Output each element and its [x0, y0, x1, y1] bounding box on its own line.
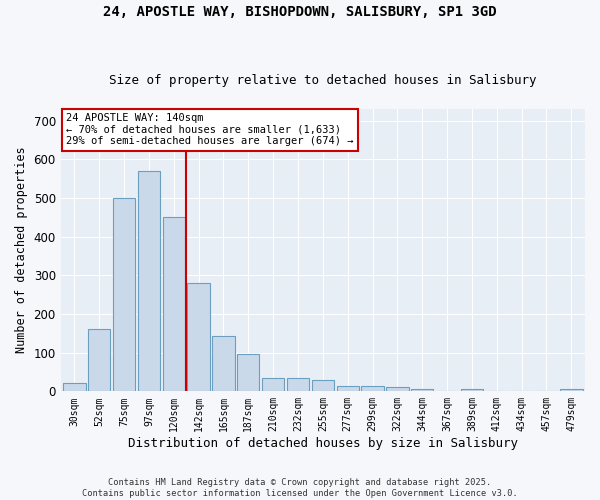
- X-axis label: Distribution of detached houses by size in Salisbury: Distribution of detached houses by size …: [128, 437, 518, 450]
- Bar: [63, 383, 86, 392]
- Y-axis label: Number of detached properties: Number of detached properties: [15, 147, 28, 354]
- Bar: [187, 283, 210, 392]
- Bar: [138, 171, 160, 392]
- Bar: [113, 198, 135, 392]
- Text: Contains HM Land Registry data © Crown copyright and database right 2025.
Contai: Contains HM Land Registry data © Crown c…: [82, 478, 518, 498]
- Bar: [386, 388, 409, 392]
- Bar: [88, 330, 110, 392]
- Bar: [287, 378, 309, 392]
- Bar: [361, 386, 384, 392]
- Bar: [337, 386, 359, 392]
- Text: 24, APOSTLE WAY, BISHOPDOWN, SALISBURY, SP1 3GD: 24, APOSTLE WAY, BISHOPDOWN, SALISBURY, …: [103, 5, 497, 19]
- Bar: [237, 354, 259, 392]
- Title: Size of property relative to detached houses in Salisbury: Size of property relative to detached ho…: [109, 74, 536, 87]
- Bar: [163, 218, 185, 392]
- Bar: [311, 380, 334, 392]
- Bar: [560, 390, 583, 392]
- Bar: [411, 390, 433, 392]
- Bar: [262, 378, 284, 392]
- Text: 24 APOSTLE WAY: 140sqm
← 70% of detached houses are smaller (1,633)
29% of semi-: 24 APOSTLE WAY: 140sqm ← 70% of detached…: [66, 113, 353, 146]
- Bar: [212, 336, 235, 392]
- Bar: [461, 390, 483, 392]
